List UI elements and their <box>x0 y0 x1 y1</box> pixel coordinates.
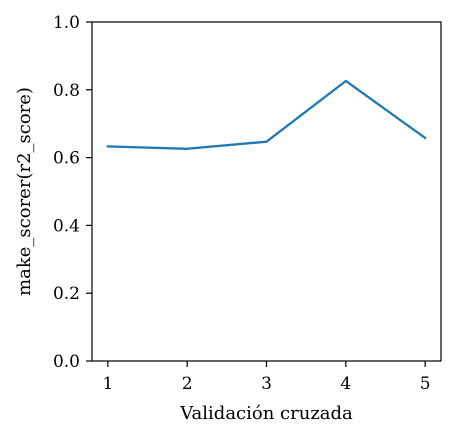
y-tick-label: 0.4 <box>53 216 80 236</box>
y-tick-label: 0.2 <box>53 284 80 304</box>
y-tick-label: 0.8 <box>53 81 80 101</box>
y-axis-label: make_scorer(r2_score) <box>14 87 35 296</box>
x-tick-label: 4 <box>340 374 351 394</box>
x-tick-label: 1 <box>102 374 113 394</box>
x-tick-label: 5 <box>420 374 431 394</box>
x-tick-label: 2 <box>182 374 193 394</box>
y-tick-label: 0.0 <box>53 352 80 372</box>
y-axis-ticks: 0.0 0.2 0.4 0.6 0.8 1.0 <box>53 13 92 372</box>
plot-frame <box>91 21 442 362</box>
y-tick-label: 0.6 <box>53 149 80 169</box>
x-tick-label: 3 <box>261 374 272 394</box>
y-tick-label: 1.0 <box>53 13 80 33</box>
series-layer <box>106 79 427 150</box>
x-axis-ticks: 1 2 3 4 5 <box>102 361 431 394</box>
series-line <box>106 79 427 150</box>
x-axis-label: Validación cruzada <box>179 403 353 424</box>
